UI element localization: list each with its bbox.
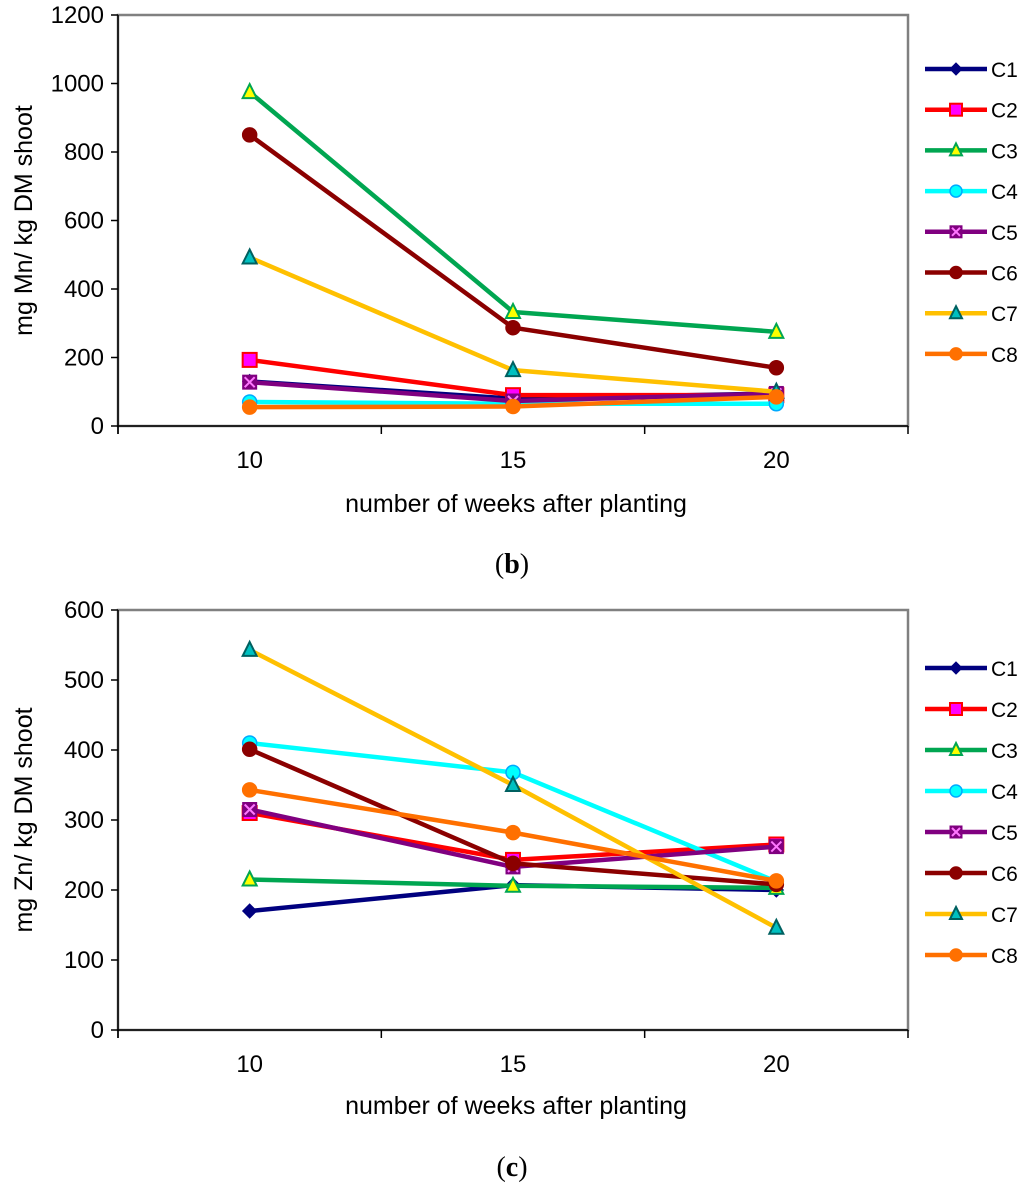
legend-marker-C3: [948, 141, 964, 157]
legend-marker-C6: [949, 265, 963, 280]
legend-b: C1 C2 C3 C4 C5 C6 C7 C8: [925, 59, 1018, 367]
y-tick-label: 200: [64, 877, 104, 904]
data-point-C6: [241, 127, 258, 143]
data-point-C8: [768, 389, 785, 405]
chart-b: 0 200 400 600 800 1000 1200 10 15 20 number of wee…: [10, 2, 1018, 580]
legend-marker-C5-x2: [951, 227, 961, 237]
series-line-C3: [248, 90, 777, 335]
legend-marker-C6: [949, 866, 963, 880]
legend-label-C1: C1: [991, 658, 1018, 681]
data-point-C7: [241, 247, 259, 265]
legend-marker-C4: [949, 184, 963, 198]
data-point-C6: [768, 360, 785, 376]
y-tick-label: 200: [64, 345, 104, 372]
data-point-C6: [505, 319, 521, 336]
data-point-C3: [767, 321, 785, 339]
legend-label-C7: C7: [991, 904, 1018, 927]
legend-marker-C1: [949, 62, 963, 76]
y-tick-label: 1000: [51, 71, 104, 98]
x-tick-label: 15: [500, 447, 527, 474]
data-point-C6: [241, 741, 258, 758]
y-tick-label: 1200: [51, 2, 104, 29]
legend-label-C2: C2: [991, 100, 1018, 123]
legend-label-C7: C7: [991, 303, 1018, 326]
x-tick-label: 15: [500, 1051, 527, 1078]
legend-marker-C2: [949, 702, 963, 716]
x-tick-label: 10: [236, 1051, 263, 1078]
y-axis-title: mg Zn/ kg DM shoot: [10, 707, 38, 932]
legend-marker-C7: [948, 904, 964, 920]
data-point-C5-x2: [243, 376, 256, 388]
data-point-C2: [241, 351, 258, 368]
y-tick-label: 400: [64, 737, 104, 764]
data-point-C8: [505, 824, 521, 841]
data-point-C7: [504, 359, 522, 378]
legend-label-C5: C5: [991, 222, 1018, 245]
legend-label-C5: C5: [991, 822, 1018, 845]
legend-label-C8: C8: [991, 344, 1018, 367]
data-point-C3: [241, 81, 259, 100]
panel-label-c: (c): [496, 1152, 527, 1183]
data-point-C1: [241, 903, 258, 919]
y-tick-label: 0: [91, 413, 104, 440]
data-point-C3: [504, 875, 522, 893]
chart-c: 0 100 200 300 400 500 600 10 15 20 number of weeks…: [10, 597, 1018, 1183]
legend-label-C2: C2: [991, 699, 1018, 722]
legend-marker-C4: [949, 784, 963, 798]
y-tick-label: 0: [91, 1017, 104, 1044]
legend-marker-C2: [949, 102, 963, 117]
data-point-C8: [241, 399, 258, 415]
x-axis-title: number of weeks after planting: [345, 490, 687, 518]
legend-marker-C8: [949, 948, 963, 962]
y-tick-label: 300: [64, 807, 104, 834]
legend-label-C3: C3: [991, 740, 1018, 763]
legend-marker-C3: [948, 740, 964, 756]
y-tick-label: 400: [64, 276, 104, 303]
data-point-C7: [767, 917, 785, 935]
legend-marker-C8: [949, 347, 963, 361]
series-C8: [241, 782, 785, 889]
series-C3: [241, 81, 785, 339]
legend-marker-C7: [948, 303, 964, 320]
data-point-C5-x2: [770, 840, 783, 853]
data-point-C3: [504, 301, 522, 319]
legend-label-C3: C3: [991, 140, 1018, 163]
x-axis-title: number of weeks after planting: [345, 1092, 687, 1120]
x-tick-label: 20: [763, 1051, 790, 1078]
y-tick-label: 600: [64, 597, 104, 624]
legend-c: C1 C2 C3 C4 C5 C6 C7 C8: [925, 658, 1018, 968]
data-point-C8: [768, 873, 785, 889]
series-C7: [241, 639, 785, 935]
legend-label-C8: C8: [991, 945, 1018, 968]
legend-label-C4: C4: [991, 781, 1018, 804]
y-tick-label: 500: [64, 667, 104, 694]
panel-label-b: (b): [495, 549, 529, 580]
y-tick-label: 800: [64, 139, 104, 166]
y-tick-label: 100: [64, 947, 104, 974]
x-tick-label: 10: [236, 447, 263, 474]
legend-label-C1: C1: [991, 59, 1018, 82]
legend-label-C6: C6: [991, 263, 1018, 286]
data-point-C7: [504, 774, 522, 792]
data-point-C8: [241, 782, 258, 798]
legend-label-C4: C4: [991, 181, 1018, 204]
x-tick-label: 20: [763, 447, 790, 474]
data-point-C3: [241, 869, 259, 887]
series-C6: [241, 127, 785, 376]
data-point-C7: [241, 639, 259, 657]
legend-marker-C5-x2: [951, 827, 961, 837]
data-point-C5-x2: [243, 803, 256, 816]
data-point-C6: [505, 855, 521, 872]
legend-label-C6: C6: [991, 863, 1018, 886]
y-axis-title: mg Mn/ kg DM shoot: [10, 105, 38, 336]
data-point-C8: [505, 398, 521, 415]
legend-marker-C1: [949, 661, 963, 675]
plot-area-c: [116, 608, 910, 1032]
y-tick-label: 600: [64, 208, 104, 235]
series-C8: [241, 389, 785, 415]
